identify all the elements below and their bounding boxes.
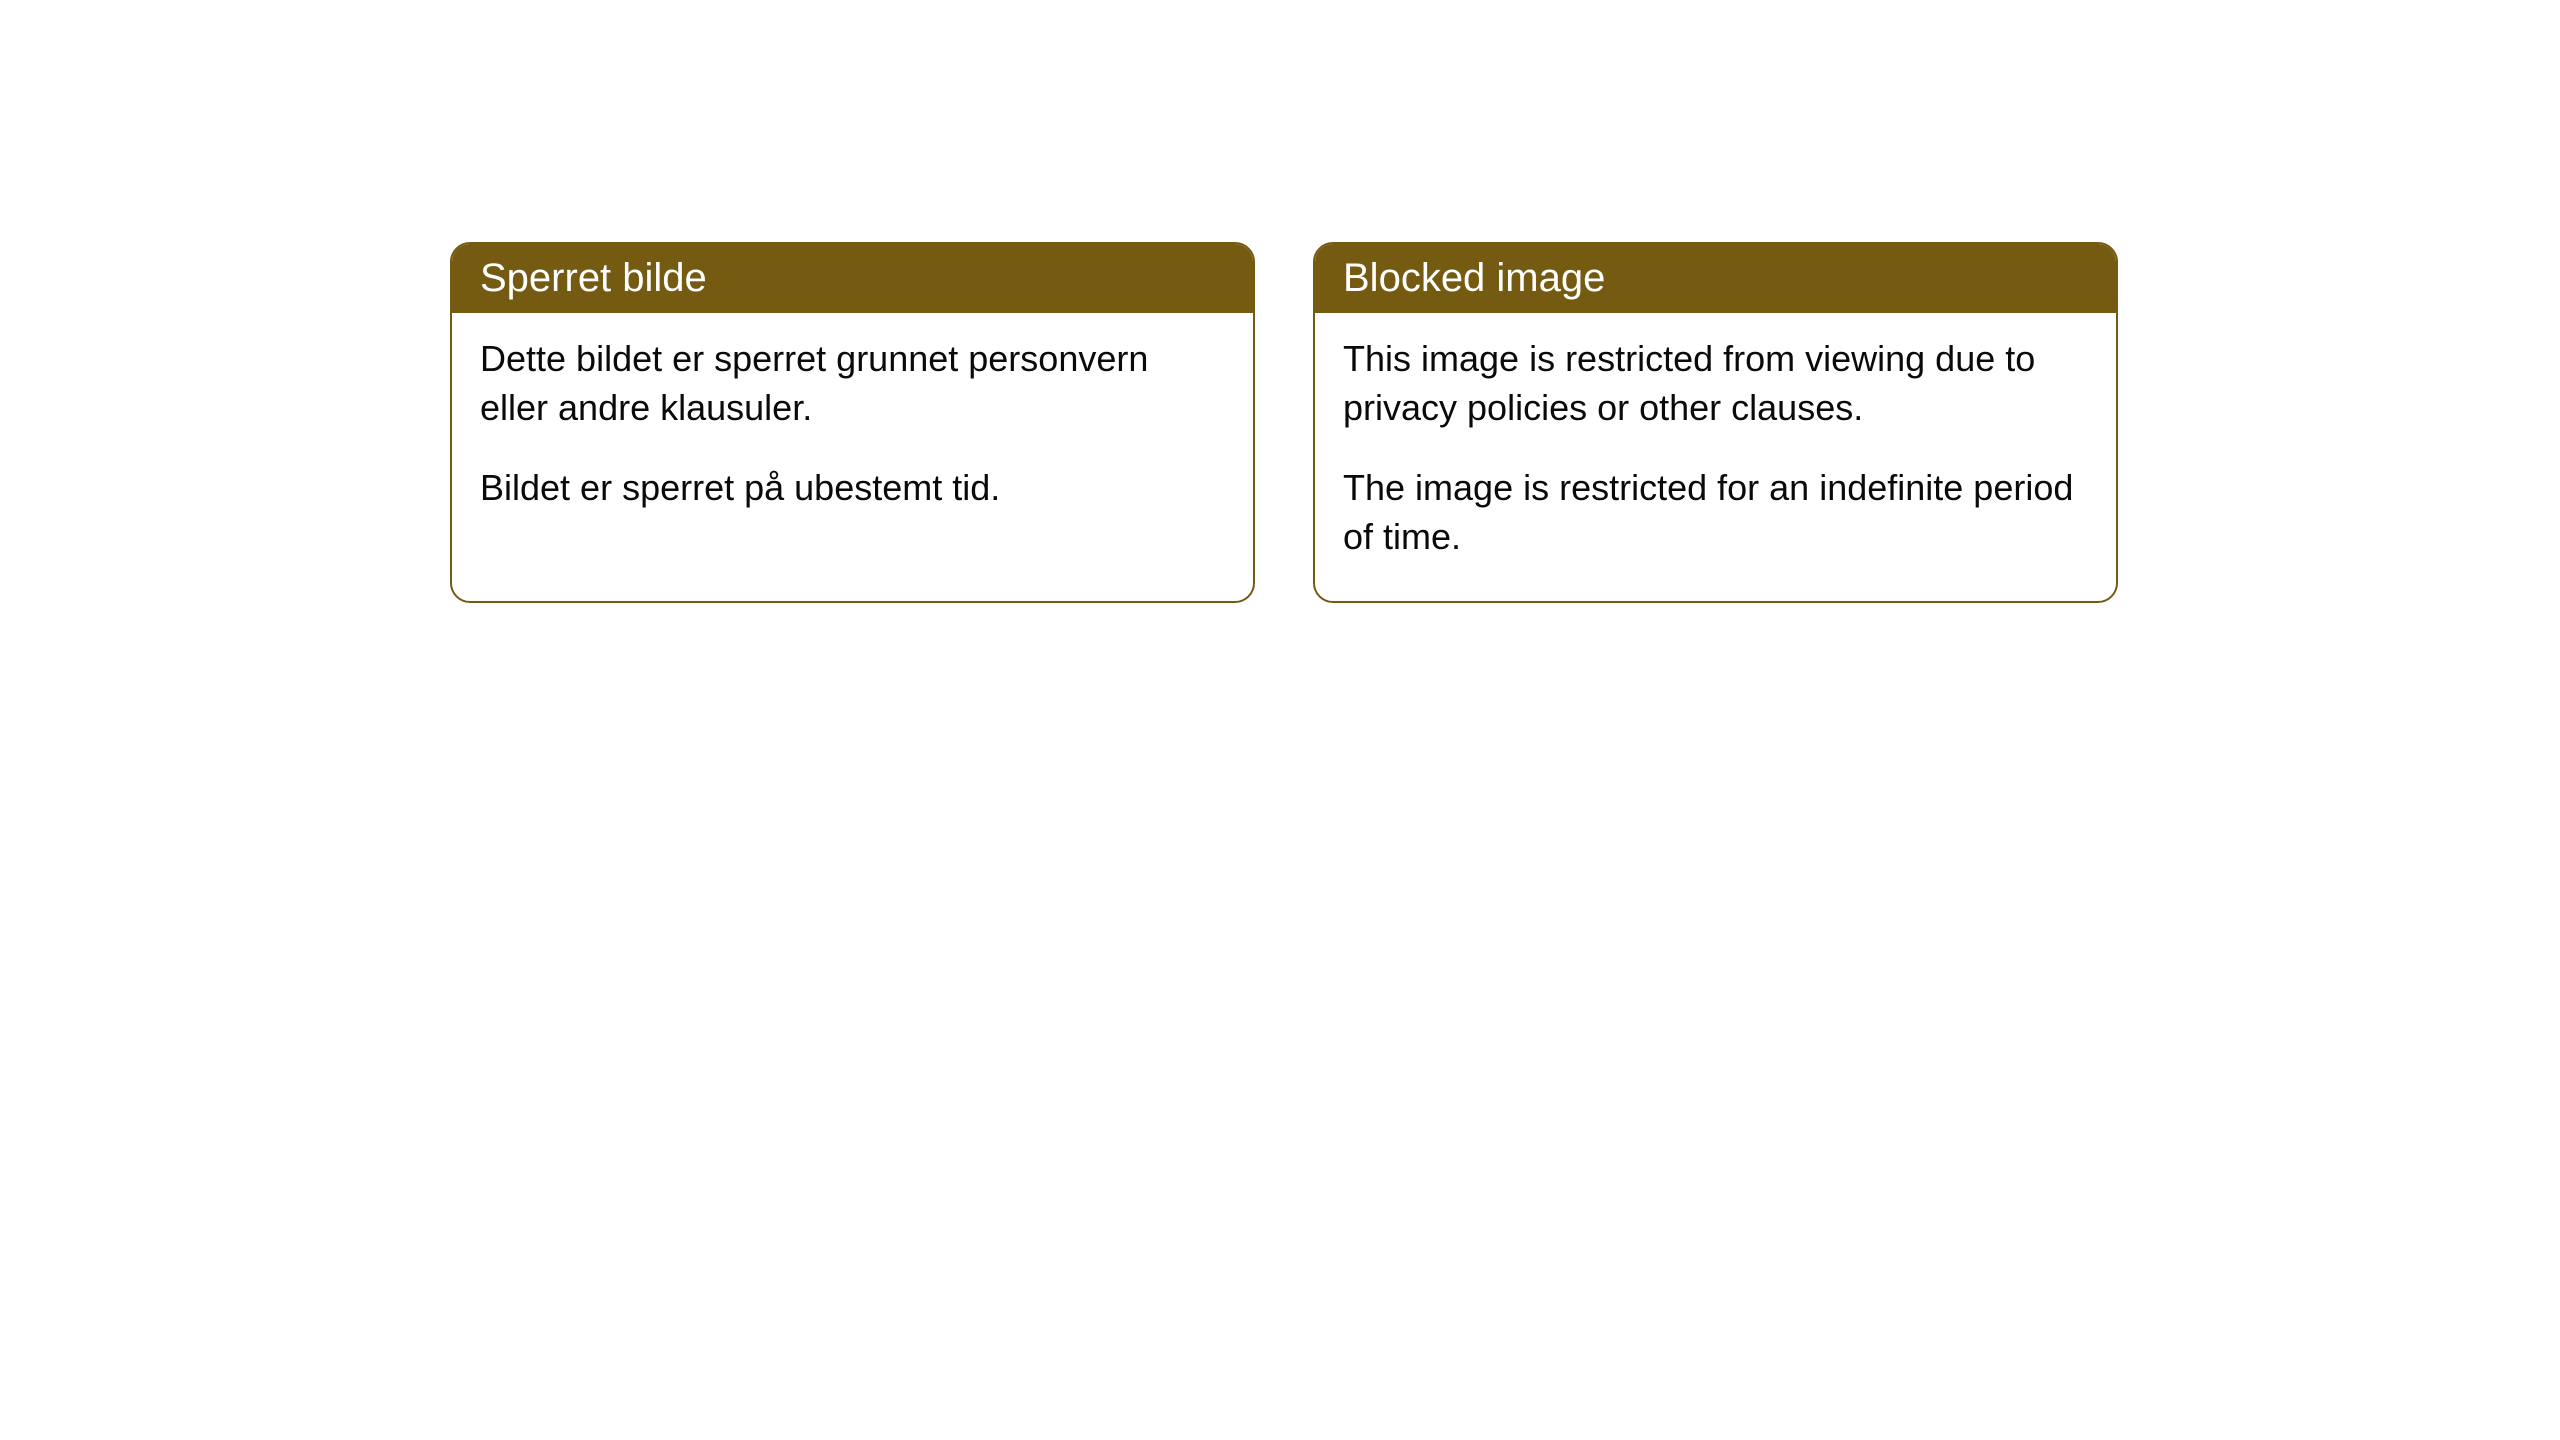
notice-card-paragraph: The image is restricted for an indefinit… (1343, 464, 2088, 561)
notice-cards-container: Sperret bilde Dette bildet er sperret gr… (0, 0, 2560, 603)
notice-card-title: Sperret bilde (452, 244, 1253, 313)
notice-card-paragraph: This image is restricted from viewing du… (1343, 335, 2088, 432)
notice-card-title: Blocked image (1315, 244, 2116, 313)
notice-card-body: Dette bildet er sperret grunnet personve… (452, 313, 1253, 553)
notice-card-paragraph: Dette bildet er sperret grunnet personve… (480, 335, 1225, 432)
notice-card-paragraph: Bildet er sperret på ubestemt tid. (480, 464, 1225, 513)
notice-card-norwegian: Sperret bilde Dette bildet er sperret gr… (450, 242, 1255, 603)
notice-card-body: This image is restricted from viewing du… (1315, 313, 2116, 601)
notice-card-english: Blocked image This image is restricted f… (1313, 242, 2118, 603)
